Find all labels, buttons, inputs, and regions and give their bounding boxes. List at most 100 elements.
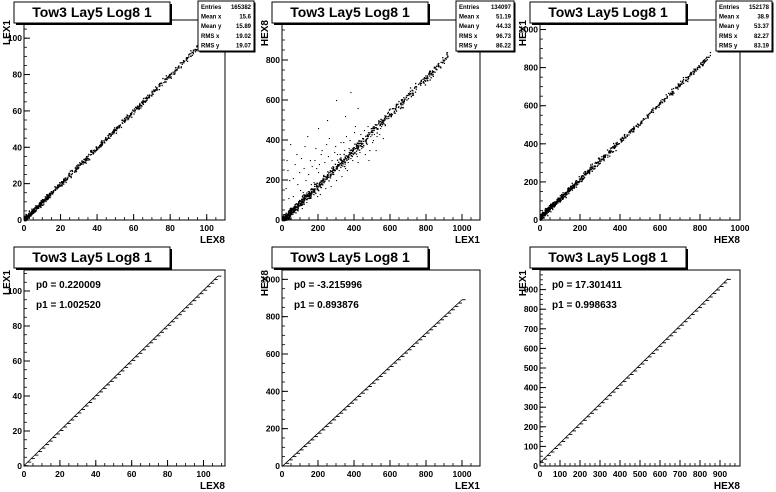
scatter-point — [672, 87, 675, 90]
scatter-point — [679, 84, 681, 86]
scatter-point — [419, 83, 421, 85]
scatter-point — [600, 158, 603, 161]
scatter-point — [57, 185, 59, 187]
scatter-point — [44, 196, 46, 198]
scatter-point — [40, 202, 42, 204]
scatter-point — [547, 206, 550, 209]
scatter-point — [649, 112, 651, 115]
title-text: Tow3 Lay5 Log8 1 — [290, 249, 410, 265]
scatter-point — [583, 175, 585, 177]
title-text: Tow3 Lay5 Log8 1 — [32, 249, 152, 265]
scatter-point — [332, 166, 335, 168]
scatter-point — [698, 65, 700, 67]
scatter-point — [626, 135, 628, 137]
scatter-point — [136, 105, 139, 107]
scatter-point — [99, 145, 101, 147]
x-tick-label: 0 — [538, 469, 543, 479]
x-tick-label: 0 — [22, 469, 27, 479]
scatter-point — [38, 202, 41, 204]
scatter-point — [144, 100, 146, 102]
outlier-point — [370, 136, 372, 138]
scatter-point — [91, 150, 93, 153]
scatter-point — [597, 161, 600, 163]
scatter-point — [32, 212, 34, 214]
scatter-point — [655, 107, 658, 109]
scatter-point — [294, 208, 297, 210]
outlier-point — [319, 194, 321, 196]
scatter-point — [26, 217, 28, 219]
scatter-point — [113, 129, 115, 131]
scatter-point — [192, 51, 194, 54]
outlier-point — [304, 146, 306, 148]
scatter-point — [352, 150, 355, 152]
scatter-point — [562, 198, 564, 200]
title-box — [529, 1, 687, 24]
scatter-point — [553, 202, 555, 205]
scatter-point — [615, 150, 617, 152]
outlier-point — [350, 92, 352, 94]
scatter-point — [186, 57, 189, 59]
scatter-point — [553, 204, 555, 206]
scatter-point — [561, 197, 563, 199]
scatter-point — [434, 66, 437, 69]
scatter-point — [129, 115, 131, 117]
scatter-point — [107, 135, 109, 137]
scatter-point — [109, 133, 111, 136]
scatter-point — [48, 193, 50, 195]
scatter-point — [677, 86, 679, 88]
scatter-point — [424, 79, 426, 81]
scatter-point — [43, 199, 45, 201]
scatter-point — [702, 64, 704, 66]
scatter-point — [677, 88, 679, 90]
scatter-point — [193, 50, 195, 52]
scatter-point — [304, 196, 306, 198]
scatter-point — [71, 169, 73, 172]
scatter-point — [105, 137, 107, 139]
scatter-point — [358, 144, 360, 146]
scatter-point — [131, 111, 133, 113]
scatter-point — [571, 185, 574, 187]
scatter-point — [408, 94, 410, 96]
outlier-point — [297, 184, 299, 186]
scatter-point — [140, 105, 143, 107]
scatter-point — [282, 217, 284, 219]
outlier-point — [363, 130, 365, 132]
scatter-point — [595, 162, 598, 164]
scatter-point — [336, 168, 338, 170]
scatter-point — [95, 150, 97, 152]
scatter-point — [611, 150, 613, 152]
y-tick-label: 200 — [266, 424, 280, 434]
scatter-point — [77, 166, 79, 168]
scatter-point — [542, 212, 544, 214]
x-axis: 0 200 400 600 800 1000 — [538, 214, 750, 233]
scatter-point — [397, 103, 399, 105]
scatter-point — [654, 107, 656, 110]
scatter-point — [415, 86, 418, 88]
stats-value: 134097 — [491, 5, 512, 11]
scatter-point — [104, 142, 106, 144]
scatter-point — [34, 207, 36, 209]
outlier-point — [287, 170, 289, 172]
scatter-point — [116, 126, 118, 128]
scatter-point — [391, 114, 393, 116]
stats-value: 83.19 — [754, 43, 770, 49]
scatter-point — [427, 77, 429, 79]
scatter-point — [42, 201, 44, 203]
scatter-point — [431, 74, 433, 76]
stats-label: Mean y — [719, 24, 740, 30]
outlier-point — [368, 160, 370, 162]
scatter-point — [325, 176, 327, 178]
scatter-point — [288, 210, 290, 212]
scatter-point — [384, 124, 386, 127]
scatter-point — [77, 164, 79, 166]
scatter-point — [548, 210, 550, 212]
y-tick-label: 80 — [13, 70, 23, 80]
scatter-point — [581, 178, 584, 181]
scatter-point — [412, 90, 414, 92]
scatter-point — [442, 59, 444, 61]
scatter-point — [676, 87, 679, 89]
scatter-point — [284, 219, 286, 221]
scatter-point — [67, 176, 69, 178]
scatter-point — [96, 148, 98, 150]
scatter-point — [108, 136, 110, 138]
